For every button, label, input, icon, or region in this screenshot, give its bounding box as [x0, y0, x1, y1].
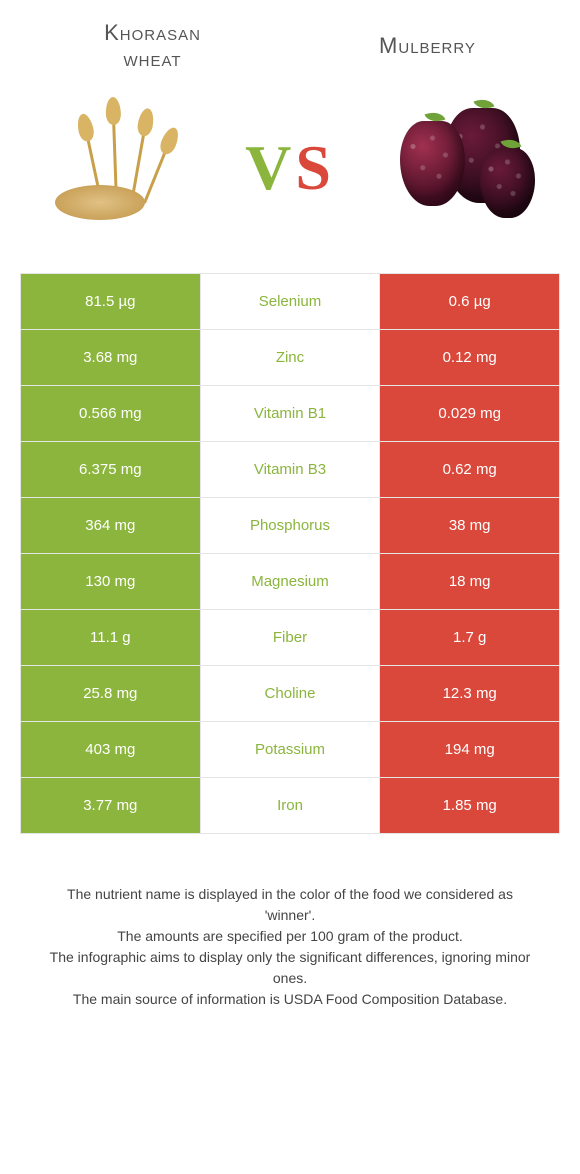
- footer-line4: The main source of information is USDA F…: [40, 989, 540, 1010]
- vs-v: V: [245, 132, 295, 203]
- footer-notes: The nutrient name is displayed in the co…: [0, 884, 580, 1010]
- left-value-cell: 364 mg: [21, 497, 201, 553]
- right-value-cell: 0.12 mg: [380, 329, 560, 385]
- nutrient-name-cell: Zinc: [200, 329, 380, 385]
- table-row: 364 mgPhosphorus38 mg: [21, 497, 560, 553]
- table-row: 0.566 mgVitamin B10.029 mg: [21, 385, 560, 441]
- nutrient-table: 81.5 µgSelenium0.6 µg3.68 mgZinc0.12 mg0…: [20, 273, 560, 834]
- nutrient-name-cell: Vitamin B3: [200, 441, 380, 497]
- left-value-cell: 6.375 mg: [21, 441, 201, 497]
- nutrient-name-cell: Choline: [200, 665, 380, 721]
- footer-line2: The amounts are specified per 100 gram o…: [40, 926, 540, 947]
- left-value-cell: 403 mg: [21, 721, 201, 777]
- left-value-cell: 130 mg: [21, 553, 201, 609]
- vs-label: VS: [245, 131, 335, 205]
- wheat-icon: [40, 93, 190, 243]
- left-title-line1: Khorasan: [104, 20, 201, 45]
- nutrient-table-body: 81.5 µgSelenium0.6 µg3.68 mgZinc0.12 mg0…: [21, 273, 560, 833]
- footer-line1: The nutrient name is displayed in the co…: [40, 884, 540, 926]
- left-food-title: Khorasan wheat: [40, 20, 265, 73]
- left-value-cell: 0.566 mg: [21, 385, 201, 441]
- table-row: 25.8 mgCholine12.3 mg: [21, 665, 560, 721]
- left-value-cell: 3.68 mg: [21, 329, 201, 385]
- right-value-cell: 1.7 g: [380, 609, 560, 665]
- nutrient-name-cell: Potassium: [200, 721, 380, 777]
- footer-line3: The infographic aims to display only the…: [40, 947, 540, 989]
- right-value-cell: 18 mg: [380, 553, 560, 609]
- left-value-cell: 11.1 g: [21, 609, 201, 665]
- right-value-cell: 194 mg: [380, 721, 560, 777]
- left-value-cell: 81.5 µg: [21, 273, 201, 329]
- left-value-cell: 25.8 mg: [21, 665, 201, 721]
- nutrient-name-cell: Magnesium: [200, 553, 380, 609]
- nutrient-name-cell: Iron: [200, 777, 380, 833]
- right-value-cell: 0.029 mg: [380, 385, 560, 441]
- table-row: 6.375 mgVitamin B30.62 mg: [21, 441, 560, 497]
- nutrient-name-cell: Vitamin B1: [200, 385, 380, 441]
- right-value-cell: 0.6 µg: [380, 273, 560, 329]
- table-row: 3.68 mgZinc0.12 mg: [21, 329, 560, 385]
- left-title-line2: wheat: [123, 46, 181, 71]
- table-row: 11.1 gFiber1.7 g: [21, 609, 560, 665]
- vs-row: VS: [0, 83, 580, 273]
- right-value-cell: 1.85 mg: [380, 777, 560, 833]
- nutrient-name-cell: Phosphorus: [200, 497, 380, 553]
- table-row: 403 mgPotassium194 mg: [21, 721, 560, 777]
- right-title: Mulberry: [379, 33, 476, 59]
- table-row: 81.5 µgSelenium0.6 µg: [21, 273, 560, 329]
- right-value-cell: 12.3 mg: [380, 665, 560, 721]
- right-food-title: Mulberry: [315, 20, 540, 73]
- nutrient-name-cell: Selenium: [200, 273, 380, 329]
- right-value-cell: 38 mg: [380, 497, 560, 553]
- table-row: 3.77 mgIron1.85 mg: [21, 777, 560, 833]
- left-value-cell: 3.77 mg: [21, 777, 201, 833]
- vs-s: S: [295, 132, 335, 203]
- nutrient-name-cell: Fiber: [200, 609, 380, 665]
- right-value-cell: 0.62 mg: [380, 441, 560, 497]
- header: Khorasan wheat Mulberry: [0, 0, 580, 83]
- table-row: 130 mgMagnesium18 mg: [21, 553, 560, 609]
- mulberry-icon: [390, 93, 540, 243]
